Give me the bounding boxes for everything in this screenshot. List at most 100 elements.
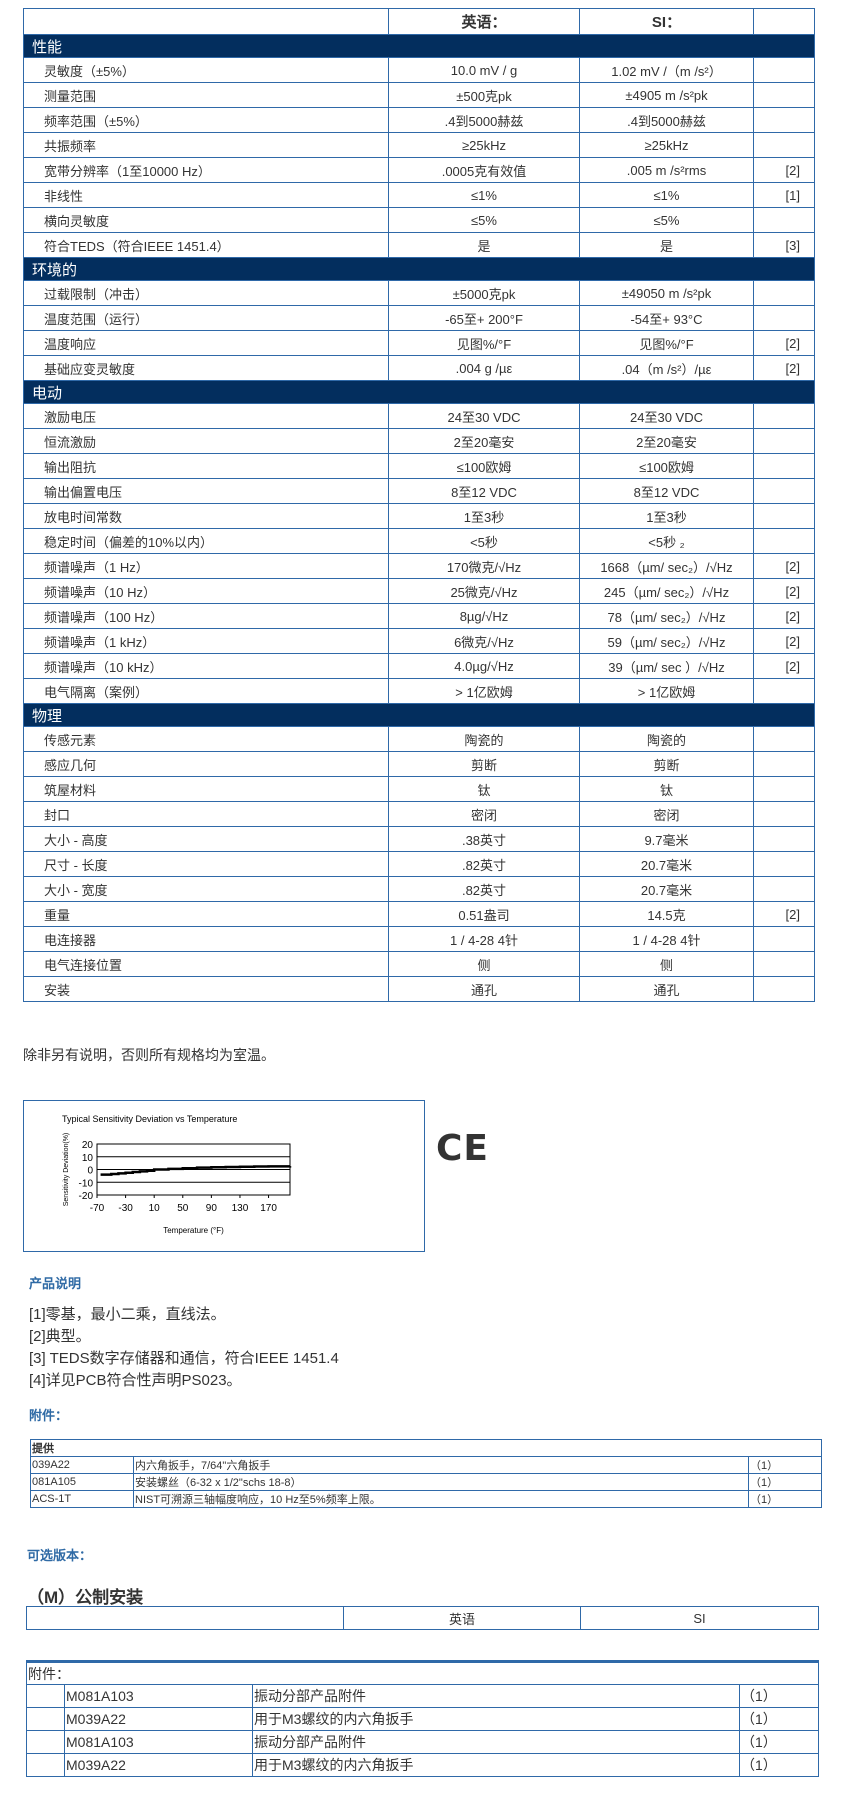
accessory-code: ACS-1T (30, 1490, 134, 1508)
spec-english: ±5000克pk (388, 280, 580, 306)
spec-label: 温度范围（运行） (23, 305, 389, 331)
spec-note (753, 926, 815, 952)
metric-blank (26, 1606, 344, 1630)
spec-english: ≤100欧姆 (388, 453, 580, 479)
spec-note: [2] (753, 553, 815, 579)
spec-si: 侧 (579, 951, 754, 977)
spec-si: 78（µm/ sec₂）/√Hz (579, 603, 754, 629)
spec-label: 稳定时间（偏差的10%以内） (23, 528, 389, 554)
spec-si: 1.02 mV /（m /s²） (579, 57, 754, 83)
footnote-2: [2]典型。 (29, 1328, 91, 1345)
spec-si: 1668（µm/ sec₂）/√Hz (579, 553, 754, 579)
spec-english: 1 / 4-28 4针 (388, 926, 580, 952)
x-axis-label: Temperature (°F) (163, 1226, 224, 1235)
spec-row: 输出偏置电压 8至12 VDC 8至12 VDC (23, 478, 815, 504)
metric-mount-table: 英语 SI (26, 1606, 819, 1630)
spec-row: 温度响应 见图%/°F 见图%/°F [2] (23, 330, 815, 356)
spec-label: 筑屋材料 (23, 776, 389, 802)
spec-row: 测量范围 ±500克pk ±4905 m /s²pk (23, 82, 815, 108)
accessory-qty: （1） (747, 1490, 823, 1508)
spec-english: 陶瓷的 (388, 726, 580, 752)
spec-row: 基础应变灵敏度 .004 g /µε .04（m /s²）/µε [2] (23, 355, 815, 381)
spec-note: [2] (753, 901, 815, 927)
spec-note (753, 876, 815, 902)
metric-accessory-row: M081A103 振动分部产品附件 （1） (26, 1730, 819, 1754)
accessory-row: ACS-1T NIST可溯源三轴幅度响应，10 Hz至5%频率上限。 （1） (30, 1490, 823, 1508)
spec-row: 输出阻抗 ≤100欧姆 ≤100欧姆 (23, 453, 815, 479)
spec-label: 安装 (23, 976, 389, 1002)
spec-label: 尺寸 - 长度 (23, 851, 389, 877)
spec-row: 尺寸 - 长度 .82英寸 20.7毫米 (23, 851, 815, 877)
spec-english: 25微克/√Hz (388, 578, 580, 604)
section-title: 物理 (23, 703, 815, 727)
spec-english: 10.0 mV / g (388, 57, 580, 83)
spec-english: 0.51盎司 (388, 901, 580, 927)
spec-si: 24至30 VDC (579, 403, 754, 429)
spec-note: [2] (753, 603, 815, 629)
accessory-row: 039A22 内六角扳手，7/64"六角扳手 （1） (30, 1456, 823, 1474)
spec-si: 1 / 4-28 4针 (579, 926, 754, 952)
footnote-1: [1]零基，最小二乘，直线法。 (29, 1306, 226, 1323)
spec-label: 符合TEDS（符合IEEE 1451.4） (23, 232, 389, 258)
spec-si: .04（m /s²）/µε (579, 355, 754, 381)
optional-versions-title: 可选版本： (27, 1548, 93, 1563)
spec-note (753, 132, 815, 158)
spec-row: 非线性 ≤1% ≤1% [1] (23, 182, 815, 208)
spec-note: [2] (753, 157, 815, 183)
metric-accessory-blank (26, 1707, 65, 1731)
spec-english: 剪断 (388, 751, 580, 777)
spec-english: 密闭 (388, 801, 580, 827)
spec-note (753, 801, 815, 827)
spec-row: 宽带分辨率（1至10000 Hz） .0005克有效值 .005 m /s²rms[… (23, 157, 815, 183)
spec-english: ≤1% (388, 182, 580, 208)
spec-english: ±500克pk (388, 82, 580, 108)
spec-row: 感应几何 剪断 剪断 (23, 751, 815, 777)
spec-note: [2] (753, 330, 815, 356)
spec-label: 输出阻抗 (23, 453, 389, 479)
spec-note (753, 726, 815, 752)
spec-english: 4.0µg/√Hz (388, 653, 580, 679)
accessory-code: 039A22 (30, 1456, 134, 1474)
spec-label: 电气隔离（案例） (23, 678, 389, 704)
spec-note (753, 951, 815, 977)
spec-label: 测量范围 (23, 82, 389, 108)
accessories-header: 提供 (29, 1439, 823, 1457)
spec-si: .4到5000赫兹 (579, 107, 754, 133)
spec-si: 见图%/°F (579, 330, 754, 356)
metric-accessory-row: M039A22 用于M3螺纹的内六角扳手 （1） (26, 1753, 819, 1777)
spec-label: 灵敏度（±5%） (23, 57, 389, 83)
spec-row: 安装 通孔 通孔 (23, 976, 815, 1002)
spec-row: 封口 密闭 密闭 (23, 801, 815, 827)
metric-accessory-code: M039A22 (64, 1707, 253, 1731)
spec-row: 符合TEDS（符合IEEE 1451.4）是是 [3] (23, 232, 815, 258)
section-header: 环境的 (23, 257, 815, 281)
spec-row: 过载限制（冲击） ±5000克pk ±49050 m /s²pk (23, 280, 815, 306)
spec-label: 频谱噪声（10 kHz） (23, 653, 389, 679)
spec-si: 20.7毫米 (579, 851, 754, 877)
room-temp-note: 除非另有说明，否则所有规格均为室温。 (23, 1047, 275, 1063)
x-tick-label: 10 (149, 1203, 161, 1214)
y-tick-label: -10 (79, 1178, 94, 1189)
spec-row: 电连接器 1 / 4-28 4针 1 / 4-28 4针 (23, 926, 815, 952)
metric-accessory-desc: 振动分部产品附件 (252, 1730, 740, 1754)
spec-english: 24至30 VDC (388, 403, 580, 429)
section-header: 物理 (23, 703, 815, 727)
spec-label: 电连接器 (23, 926, 389, 952)
metric-col-english: 英语 (343, 1606, 581, 1630)
spec-note (753, 280, 815, 306)
spec-english: 8至12 VDC (388, 478, 580, 504)
accessories-table: 提供 039A22 内六角扳手，7/64"六角扳手 （1） 081A105 安装螺丝（6… (29, 1439, 823, 1508)
spec-note: [3] (753, 232, 815, 258)
metric-accessories-table: 附件： M081A103 振动分部产品附件 （1） M039A22 用于M3螺纹的内六角… (26, 1660, 819, 1777)
spec-english: 6微克/√Hz (388, 628, 580, 654)
spec-si: ≤1% (579, 182, 754, 208)
spec-row: 放电时间常数 1至3秒 1至3秒 (23, 503, 815, 529)
x-tick-label: -70 (90, 1203, 105, 1214)
accessories-header-row: 提供 (29, 1439, 823, 1457)
spec-si: 9.7毫米 (579, 826, 754, 852)
spec-label: 频谱噪声（1 kHz） (23, 628, 389, 654)
spec-english: <5秒 (388, 528, 580, 554)
spec-english: 钛 (388, 776, 580, 802)
metric-accessory-desc: 用于M3螺纹的内六角扳手 (252, 1753, 740, 1777)
spec-english: 通孔 (388, 976, 580, 1002)
